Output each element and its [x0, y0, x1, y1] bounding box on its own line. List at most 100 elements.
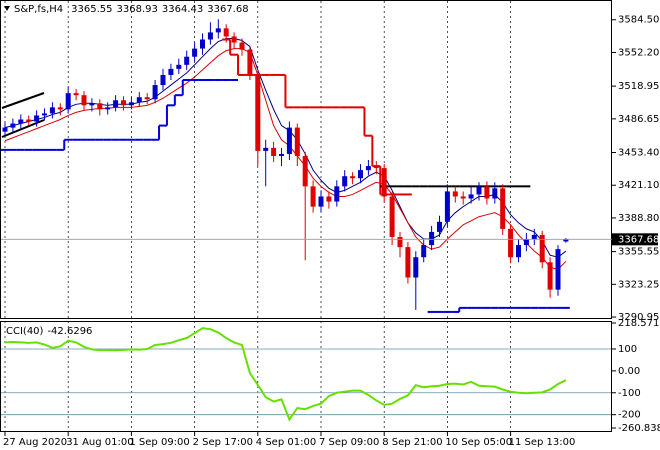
cci-header: CCI(40) -42.6296 [6, 326, 92, 337]
candle-body [294, 127, 300, 156]
candle-body [42, 113, 47, 116]
candle-body [10, 123, 16, 128]
candle-body [247, 49, 253, 75]
candle-body [563, 239, 569, 242]
candle-body [263, 147, 269, 151]
x-tick-label: 2 Sep 17:00 [193, 437, 253, 448]
candle-body [207, 32, 213, 40]
last-open: 3365.55 [71, 4, 112, 15]
candle-body [413, 257, 419, 278]
main-pane-frame [0, 0, 612, 319]
y-tick-label: 218.5717 [618, 318, 660, 329]
y-tick-label: 100 [618, 344, 637, 355]
candle-body [105, 107, 111, 110]
candle-body [215, 28, 221, 33]
x-tick-label: 31 Aug 01:00 [66, 437, 133, 448]
y-tick-label: 3323.25 [618, 279, 659, 290]
candle-body [176, 64, 182, 69]
y-tick-label: 3486.65 [618, 114, 659, 125]
candle-body [452, 191, 458, 197]
candle-body [484, 186, 490, 199]
candle-body [326, 196, 332, 202]
candle-body [57, 107, 63, 110]
candle-body [381, 168, 387, 197]
candle-body [302, 155, 308, 187]
candle-body [136, 97, 142, 103]
candle-body [397, 236, 403, 248]
last-price-label: 3367.68 [618, 234, 659, 245]
candle-body [271, 147, 277, 156]
candle-body [73, 93, 79, 96]
candle-body [192, 48, 198, 57]
candle-body [444, 191, 450, 222]
candle-body [310, 186, 316, 207]
y-tick-label: 3290.95 [618, 312, 659, 323]
candle-body [65, 93, 71, 110]
x-tick-label: 4 Sep 01:00 [256, 437, 316, 448]
x-tick-label: 11 Sep 13:00 [509, 437, 576, 448]
candle-body [476, 186, 482, 195]
cci-last: -42.6296 [47, 326, 92, 337]
candle-body [2, 127, 8, 132]
x-tick-label: 27 Aug 2020 [3, 437, 67, 448]
cci-pane-frame [0, 321, 612, 432]
channel-line [1, 92, 45, 109]
candle-body [89, 103, 95, 106]
candle-body [539, 234, 545, 263]
candle-body [121, 100, 126, 106]
candle-body [421, 245, 427, 258]
candle-body [97, 103, 103, 110]
candle-body [373, 166, 379, 169]
y-tick-label: -200 [618, 410, 641, 421]
candle-body [342, 176, 348, 187]
candle-body [231, 36, 237, 43]
last-high: 3368.93 [117, 4, 158, 15]
candle-body [468, 194, 474, 199]
candle-body [160, 74, 166, 86]
candle-body [334, 186, 340, 202]
candle-body [128, 102, 134, 106]
candle-body [492, 188, 498, 199]
candle-body [168, 68, 174, 75]
last-low: 3364.43 [162, 4, 203, 15]
y-tick-label: 3421.10 [618, 180, 659, 191]
candle-body [508, 228, 514, 258]
candle-body [437, 221, 442, 232]
candle-body [318, 196, 324, 207]
candle-body [26, 119, 32, 122]
candle-body [350, 176, 356, 179]
candle-body [255, 74, 261, 151]
candle-body [547, 262, 553, 290]
candle-body [358, 170, 363, 179]
x-tick-label: 7 Sep 09:00 [319, 437, 379, 448]
candle-body [531, 234, 537, 240]
y-tick-label: 0.00 [618, 366, 640, 377]
candle-body [405, 247, 411, 278]
header-arrow [4, 6, 10, 11]
candle-body [429, 231, 435, 246]
y-tick-label: -100 [618, 388, 641, 399]
cci-line [4, 327, 567, 422]
candle-body [18, 119, 24, 124]
candle-body [152, 85, 158, 100]
candle-body [365, 166, 371, 171]
symbol: S&P,fs,H4 [14, 4, 63, 15]
y-tick-label: -260.8386 [618, 423, 660, 434]
x-tick-label: 8 Sep 21:00 [382, 437, 442, 448]
y-tick-label: 3584.50 [618, 15, 659, 26]
candle-body [144, 97, 150, 100]
candle-body [184, 56, 190, 65]
x-tick-label: 1 Sep 09:00 [129, 437, 189, 448]
last-price-box [612, 233, 658, 246]
candle-body [460, 196, 466, 199]
y-tick-label: 3552.20 [618, 47, 659, 58]
x-tick-label: 10 Sep 05:00 [445, 437, 512, 448]
candle-body [389, 196, 395, 237]
candle-body [113, 100, 119, 108]
candle-body [34, 115, 40, 122]
candle-body [286, 127, 292, 154]
candle-body [49, 107, 55, 114]
